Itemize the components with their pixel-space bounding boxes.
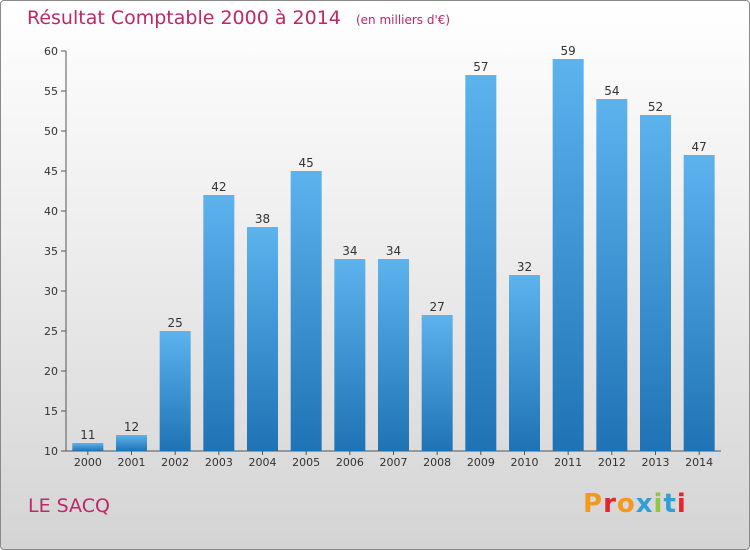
bar-2003: [203, 195, 235, 451]
y-tick-label: 25: [44, 325, 58, 338]
bars: [72, 59, 715, 451]
bar-value-label: 32: [517, 260, 532, 274]
bar-2012: [596, 99, 628, 451]
x-tick-label: 2009: [467, 456, 495, 469]
bar-2008: [421, 315, 453, 451]
bar-value-label: 57: [473, 60, 488, 74]
bar-2002: [159, 331, 191, 451]
chart-title: Résultat Comptable 2000 à 2014 (en milli…: [27, 7, 450, 29]
chart-title-text: Résultat Comptable 2000 à 2014: [27, 7, 341, 29]
y-tick-label: 15: [44, 405, 58, 418]
bar-value-label: 42: [211, 180, 226, 194]
bar-value-label: 12: [124, 420, 139, 434]
bar-labels: 11 12 25 42 38 45 34 34 27 57 32 59 54 52 47: [80, 44, 707, 442]
bar-2000: [72, 443, 104, 451]
y-axis: 10 15 20 25 30 35 40 45 50 55 60: [44, 45, 67, 458]
x-tick-label: 2007: [380, 456, 408, 469]
bar-2013: [640, 115, 671, 451]
bar-value-label: 25: [168, 316, 183, 330]
bar-2001: [116, 435, 147, 451]
bar-2011: [552, 59, 584, 451]
y-tick-label: 60: [44, 45, 58, 58]
y-tick-label: 30: [44, 285, 58, 298]
bar-2004: [247, 227, 278, 451]
y-tick-label: 55: [44, 85, 58, 98]
bar-2006: [334, 259, 366, 451]
bar-value-label: 11: [80, 428, 95, 442]
x-tick-label: 2011: [554, 456, 582, 469]
x-tick-label: 2008: [423, 456, 451, 469]
x-tick-label: 2001: [118, 456, 146, 469]
chart-unit: (en milliers d'€): [355, 13, 451, 27]
x-tick-label: 2000: [74, 456, 102, 469]
x-tick-label: 2014: [685, 456, 713, 469]
brand-letter: P: [583, 489, 604, 519]
brand-letter: x: [635, 489, 654, 519]
brand-logo: Proxiti: [583, 489, 687, 519]
bar-2009: [465, 75, 497, 451]
y-tick-label: 40: [44, 205, 58, 218]
bar-value-label: 38: [255, 212, 270, 226]
bar-2014: [683, 155, 715, 451]
brand-letter: r: [603, 489, 617, 519]
x-tick-label: 2006: [336, 456, 364, 469]
bar-value-label: 34: [342, 244, 357, 258]
bar-value-label: 47: [692, 140, 707, 154]
x-tick-label: 2005: [292, 456, 320, 469]
x-tick-label: 2003: [205, 456, 233, 469]
bar-2010: [509, 275, 540, 451]
bar-value-label: 52: [648, 100, 663, 114]
brand-letter: i: [653, 489, 664, 519]
brand-letter: i: [676, 489, 687, 519]
x-tick-label: 2004: [249, 456, 277, 469]
bar-value-label: 54: [604, 84, 619, 98]
y-tick-label: 35: [44, 245, 58, 258]
bar-2005: [290, 171, 322, 451]
bar-value-label: 34: [386, 244, 401, 258]
x-axis: 2000 2001 2002 2003 2004 2005 2006 2007 2008 2009…: [66, 450, 721, 469]
x-tick-label: 2002: [161, 456, 189, 469]
bar-2007: [378, 259, 409, 451]
brand-letter: o: [616, 489, 636, 519]
commune-name: LE SACQ: [28, 495, 110, 517]
bar-value-label: 59: [561, 44, 576, 58]
x-tick-label: 2010: [511, 456, 539, 469]
bar-value-label: 45: [299, 156, 314, 170]
y-tick-label: 45: [44, 165, 58, 178]
x-tick-label: 2013: [642, 456, 670, 469]
y-tick-label: 10: [44, 445, 58, 458]
x-tick-label: 2012: [598, 456, 626, 469]
y-tick-label: 20: [44, 365, 58, 378]
bar-value-label: 27: [430, 300, 445, 314]
brand-letter: t: [663, 489, 677, 519]
y-tick-label: 50: [44, 125, 58, 138]
